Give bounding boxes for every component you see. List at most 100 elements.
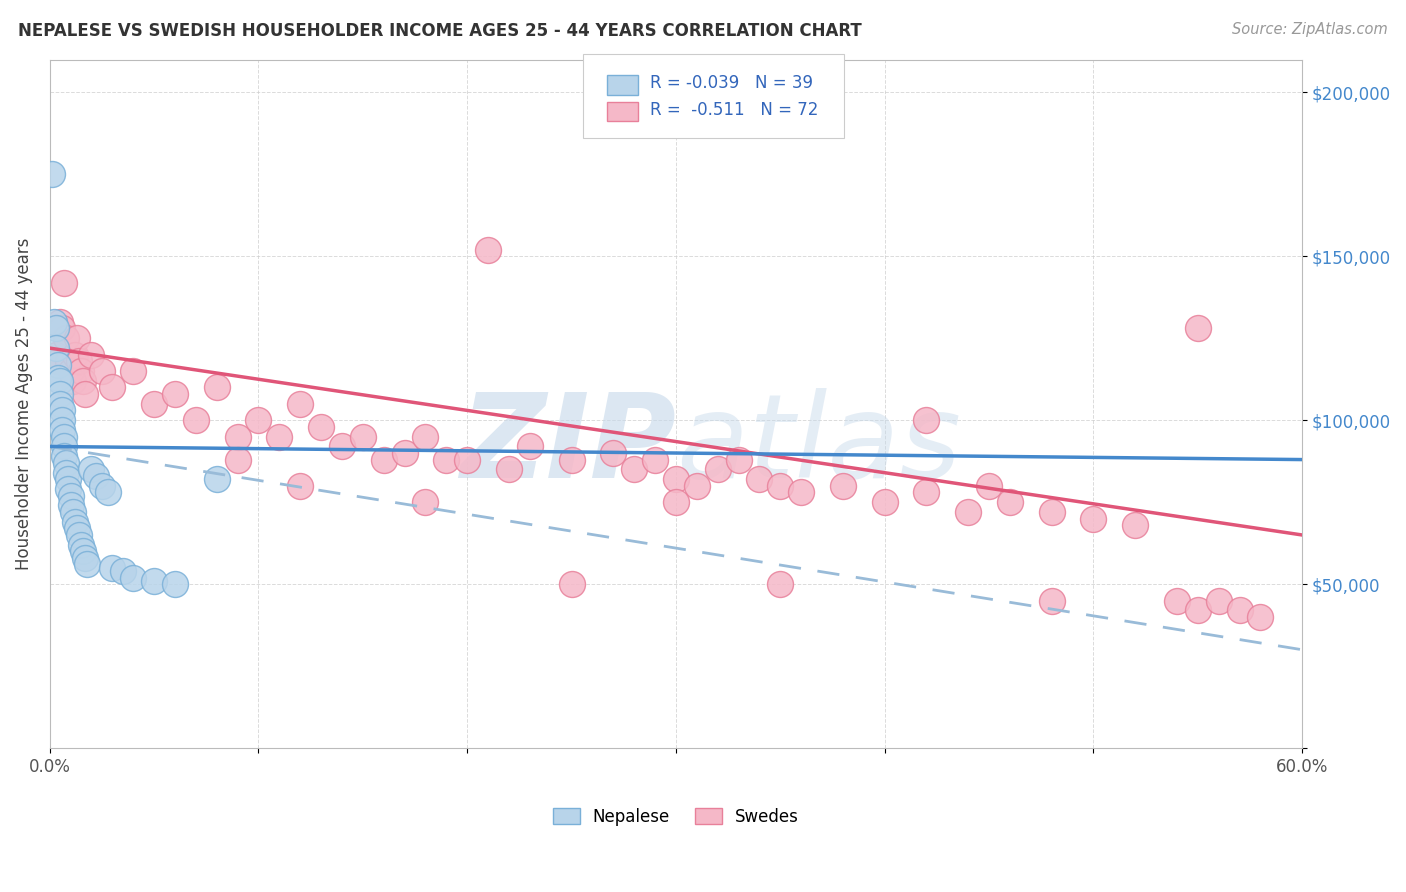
Point	[1040, 593, 1063, 607]
Point	[59, 489, 82, 503]
Point	[67, 354, 90, 368]
Point	[63, 348, 86, 362]
Text: R = -0.039   N = 39: R = -0.039 N = 39	[650, 74, 813, 92]
Point	[49, 374, 72, 388]
Point	[45, 321, 67, 335]
Point	[560, 577, 582, 591]
Point	[269, 429, 291, 443]
Point	[58, 472, 80, 486]
Point	[247, 413, 270, 427]
Point	[769, 479, 792, 493]
Point	[90, 364, 112, 378]
Point	[49, 387, 72, 401]
Point	[58, 354, 80, 368]
Point	[456, 452, 478, 467]
Point	[665, 495, 688, 509]
Point	[434, 452, 457, 467]
Point	[790, 485, 813, 500]
Point	[53, 450, 76, 464]
Point	[1187, 321, 1209, 335]
Point	[330, 440, 353, 454]
Point	[111, 564, 134, 578]
Point	[62, 505, 84, 519]
Point	[977, 479, 1000, 493]
Point	[49, 397, 72, 411]
Point	[101, 380, 124, 394]
Point	[665, 472, 688, 486]
Point	[53, 429, 76, 443]
Point	[769, 577, 792, 591]
Point	[163, 577, 186, 591]
Text: Source: ZipAtlas.com: Source: ZipAtlas.com	[1232, 22, 1388, 37]
Point	[122, 571, 145, 585]
Point	[352, 429, 374, 443]
Y-axis label: Householder Income Ages 25 - 44 years: Householder Income Ages 25 - 44 years	[15, 237, 32, 570]
Point	[55, 466, 77, 480]
Point	[45, 341, 67, 355]
Point	[832, 479, 855, 493]
Point	[46, 358, 69, 372]
Point	[1040, 505, 1063, 519]
Point	[55, 331, 77, 345]
Point	[560, 452, 582, 467]
Text: NEPALESE VS SWEDISH HOUSEHOLDER INCOME AGES 25 - 44 YEARS CORRELATION CHART: NEPALESE VS SWEDISH HOUSEHOLDER INCOME A…	[18, 22, 862, 40]
Point	[226, 429, 249, 443]
Point	[1249, 610, 1271, 624]
Point	[70, 538, 93, 552]
Point	[623, 462, 645, 476]
Point	[644, 452, 666, 467]
Point	[602, 446, 624, 460]
Point	[72, 544, 94, 558]
Point	[80, 348, 103, 362]
Point	[46, 354, 69, 368]
Point	[309, 419, 332, 434]
Point	[51, 413, 73, 427]
Point	[41, 167, 63, 181]
Point	[748, 472, 770, 486]
Point	[477, 243, 499, 257]
Point	[59, 364, 82, 378]
Point	[415, 429, 437, 443]
Point	[957, 505, 980, 519]
Point	[122, 364, 145, 378]
Point	[97, 485, 120, 500]
Point	[80, 462, 103, 476]
Point	[163, 387, 186, 401]
Point	[1208, 593, 1230, 607]
Point	[184, 413, 207, 427]
Point	[72, 374, 94, 388]
Point	[51, 423, 73, 437]
Point	[415, 495, 437, 509]
Text: R =  -0.511   N = 72: R = -0.511 N = 72	[650, 101, 818, 119]
Point	[1083, 511, 1105, 525]
Point	[143, 397, 166, 411]
Point	[58, 482, 80, 496]
Point	[70, 364, 93, 378]
Point	[62, 374, 84, 388]
Text: atlas: atlas	[676, 388, 960, 502]
Point	[205, 380, 228, 394]
Point	[51, 321, 73, 335]
Point	[101, 561, 124, 575]
Point	[205, 472, 228, 486]
Point	[53, 440, 76, 454]
Point	[1187, 603, 1209, 617]
Point	[998, 495, 1021, 509]
Point	[915, 413, 938, 427]
Point	[519, 440, 541, 454]
Point	[143, 574, 166, 588]
Point	[1229, 603, 1251, 617]
Point	[1123, 518, 1146, 533]
Point	[915, 485, 938, 500]
Point	[1166, 593, 1188, 607]
Point	[42, 315, 65, 329]
Point	[686, 479, 709, 493]
Point	[873, 495, 896, 509]
Point	[55, 456, 77, 470]
Text: ZIP: ZIP	[460, 388, 676, 503]
Point	[51, 403, 73, 417]
Point	[288, 479, 311, 493]
Point	[76, 558, 98, 572]
Point	[90, 479, 112, 493]
Point	[288, 397, 311, 411]
